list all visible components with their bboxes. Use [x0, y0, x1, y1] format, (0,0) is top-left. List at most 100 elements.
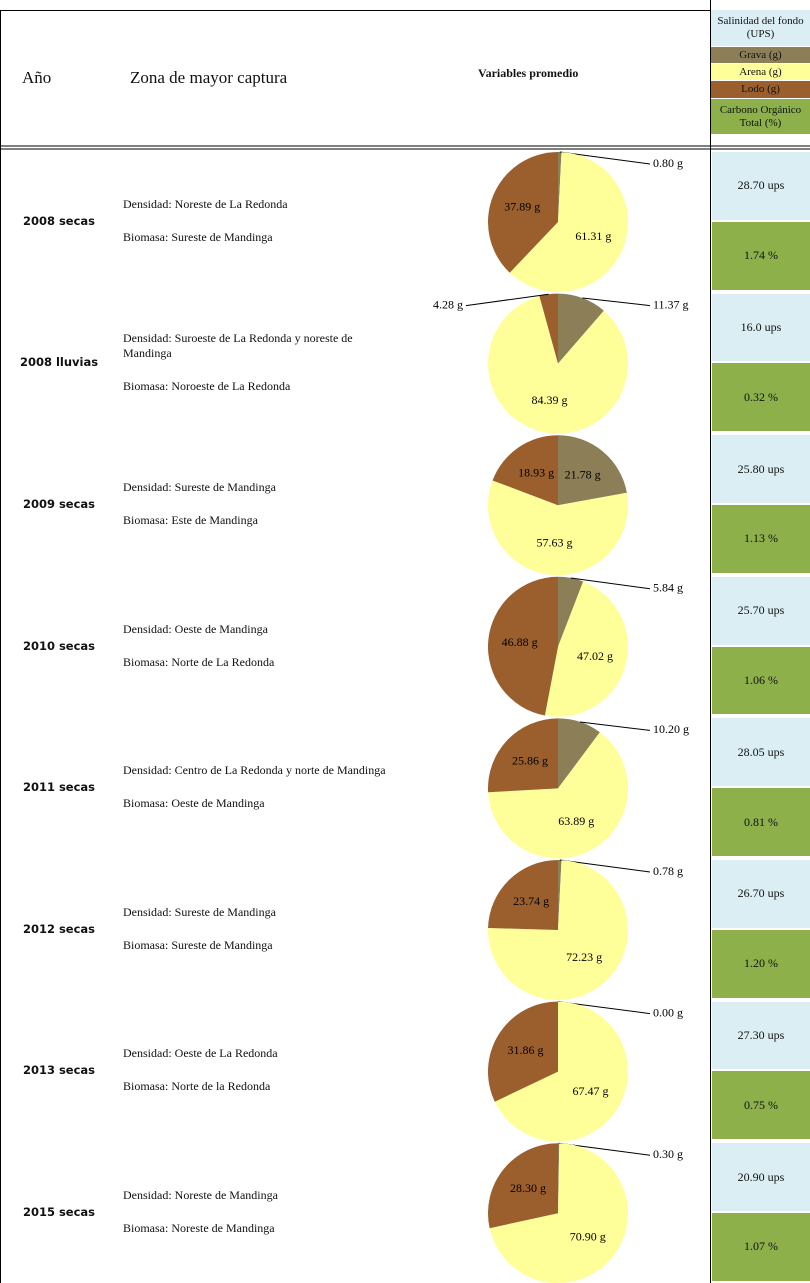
- pie-slice-arena: [544, 581, 629, 717]
- salinity-cell: 26.70 ups: [712, 860, 810, 928]
- pie-slice-lodo: [487, 576, 558, 716]
- density: Densidad: Suroeste de La Redonda y nores…: [123, 330, 353, 360]
- year: 2015 secas: [22, 1204, 96, 1219]
- pie-slice-arena: [488, 732, 628, 859]
- year: 2008 secas: [22, 213, 96, 228]
- year: 2011 secas: [22, 780, 96, 795]
- slice-label: 70.90 g: [570, 1229, 606, 1243]
- pie-slice-arena: [489, 1143, 628, 1283]
- slice-label: 23.74 g: [513, 894, 549, 908]
- slice-label: 47.02 g: [577, 649, 613, 663]
- leader-line: [559, 859, 651, 873]
- biomass: Biomasa: Este de Mandinga: [123, 512, 258, 527]
- pie-slice-lodo: [539, 293, 558, 364]
- zone: Densidad: Sureste de Mandinga Biomasa: Su…: [123, 858, 403, 1000]
- legend-salinity: Salinidad del fondo (UPS): [711, 10, 810, 47]
- pie-slice-grava: [558, 576, 584, 647]
- legend-lodo: Lodo (g): [711, 81, 810, 99]
- pie-slice-lodo: [492, 435, 558, 506]
- pie-slice-grava: [558, 293, 604, 364]
- header-zone: Zona de mayor captura: [130, 68, 288, 87]
- carbon-cell: 1.13 %: [712, 505, 810, 573]
- zone: Densidad: Sureste de Mandinga Biomasa: Es…: [123, 433, 403, 575]
- slice-label: 28.30 g: [510, 1181, 546, 1195]
- year: 2010 secas: [22, 638, 96, 653]
- pie-slice-lodo: [487, 152, 558, 273]
- carbon-cell: 1.74 %: [712, 221, 810, 290]
- year: 2013 secas: [22, 1063, 96, 1078]
- year: 2012 secas: [22, 921, 96, 936]
- salinity-cell: 25.80 ups: [712, 435, 810, 503]
- pie-slice-arena: [494, 1001, 628, 1142]
- salinity-cell: 20.90 ups: [712, 1143, 810, 1211]
- pie-slice-arena: [488, 296, 628, 434]
- slice-label: 84.39 g: [531, 393, 567, 407]
- slice-label: 0.80 g: [653, 156, 683, 170]
- zone: Densidad: Noreste de La Redonda Biomasa: …: [123, 150, 403, 292]
- slice-label: 61.31 g: [575, 229, 611, 243]
- legend-carbon: Carbono Orgánico Total (%): [711, 99, 810, 135]
- salinity-cell: 16.0 ups: [712, 293, 810, 362]
- header-variables: Variables promedio: [478, 66, 579, 80]
- density: Densidad: Oeste de La Redonda: [123, 1046, 278, 1061]
- slice-label: 0.00 g: [653, 1005, 683, 1019]
- density: Densidad: Oeste de Mandinga: [123, 621, 268, 636]
- leader-line: [465, 293, 549, 307]
- zone: Densidad: Oeste de Mandinga Biomasa: Nort…: [123, 575, 403, 717]
- pie-slice-arena: [488, 860, 629, 1000]
- pie-slice-grava: [558, 1143, 560, 1214]
- slice-label: 18.93 g: [518, 465, 554, 479]
- density: Densidad: Noreste de La Redonda: [123, 196, 288, 211]
- salinity-cell: 25.70 ups: [712, 576, 810, 645]
- zone: Densidad: Suroeste de La Redonda y nores…: [123, 292, 403, 434]
- slice-label: 46.88 g: [502, 635, 538, 649]
- density: Densidad: Centro de La Redonda y norte d…: [123, 763, 386, 778]
- carbon-cell: 1.07 %: [712, 1213, 810, 1281]
- slice-label: 10.20 g: [653, 722, 689, 736]
- biomass: Biomasa: Norte de la Redonda: [123, 1079, 271, 1094]
- density: Densidad: Sureste de Mandinga: [123, 479, 276, 494]
- slice-label: 57.63 g: [536, 535, 572, 549]
- biomass: Biomasa: Noreste de Mandinga: [123, 1220, 275, 1235]
- header-year: Año: [22, 68, 52, 87]
- salinity-cell: 27.30 ups: [712, 1001, 810, 1070]
- leader-line: [559, 151, 651, 165]
- legend-arena: Arena (g): [711, 64, 810, 81]
- biomass: Biomasa: Norte de La Redonda: [123, 654, 275, 669]
- carbon-cell: 1.06 %: [712, 646, 810, 715]
- slice-label: 25.86 g: [512, 754, 548, 768]
- year: 2008 lluvias: [19, 355, 99, 370]
- slice-label: 67.47 g: [573, 1084, 609, 1098]
- pie-slice-grava: [558, 718, 600, 789]
- pie-slice-grava: [558, 435, 627, 506]
- pie-slice-arena: [488, 480, 628, 576]
- slice-label: 37.89 g: [504, 199, 540, 213]
- slice-label: 31.86 g: [507, 1043, 543, 1057]
- legend-grava: Grava (g): [711, 47, 810, 64]
- zone: Densidad: Oeste de La Redonda Biomasa: No…: [123, 1000, 403, 1142]
- carbon-cell: 0.81 %: [712, 788, 810, 856]
- biomass: Biomasa: Sureste de Mandinga: [123, 937, 273, 952]
- carbon-cell: 0.75 %: [712, 1071, 810, 1140]
- biomass: Biomasa: Sureste de Mandinga: [123, 229, 273, 244]
- pie-slice-lodo: [488, 1001, 558, 1102]
- carbon-cell: 0.32 %: [712, 363, 810, 432]
- pie-slice-grava: [558, 152, 562, 222]
- pie-slice-lodo: [488, 860, 558, 930]
- biomass: Biomasa: Oeste de Mandinga: [123, 796, 265, 811]
- leader-line: [570, 577, 651, 590]
- density: Densidad: Noreste de Mandinga: [123, 1187, 278, 1202]
- zone: Densidad: Noreste de Mandinga Biomasa: No…: [123, 1141, 403, 1283]
- density: Densidad: Sureste de Mandinga: [123, 904, 276, 919]
- slice-label: 11.37 g: [653, 297, 689, 311]
- biomass: Biomasa: Noroeste de La Redonda: [123, 378, 291, 393]
- slice-label: 72.23 g: [566, 950, 602, 964]
- slice-label: 4.28 g: [433, 297, 463, 311]
- salinity-cell: 28.05 ups: [712, 718, 810, 787]
- pie-slice-grava: [558, 860, 562, 930]
- zone: Densidad: Centro de La Redonda y norte d…: [123, 716, 403, 858]
- carbon-cell: 1.20 %: [712, 929, 810, 998]
- pie-slice-arena: [509, 152, 629, 292]
